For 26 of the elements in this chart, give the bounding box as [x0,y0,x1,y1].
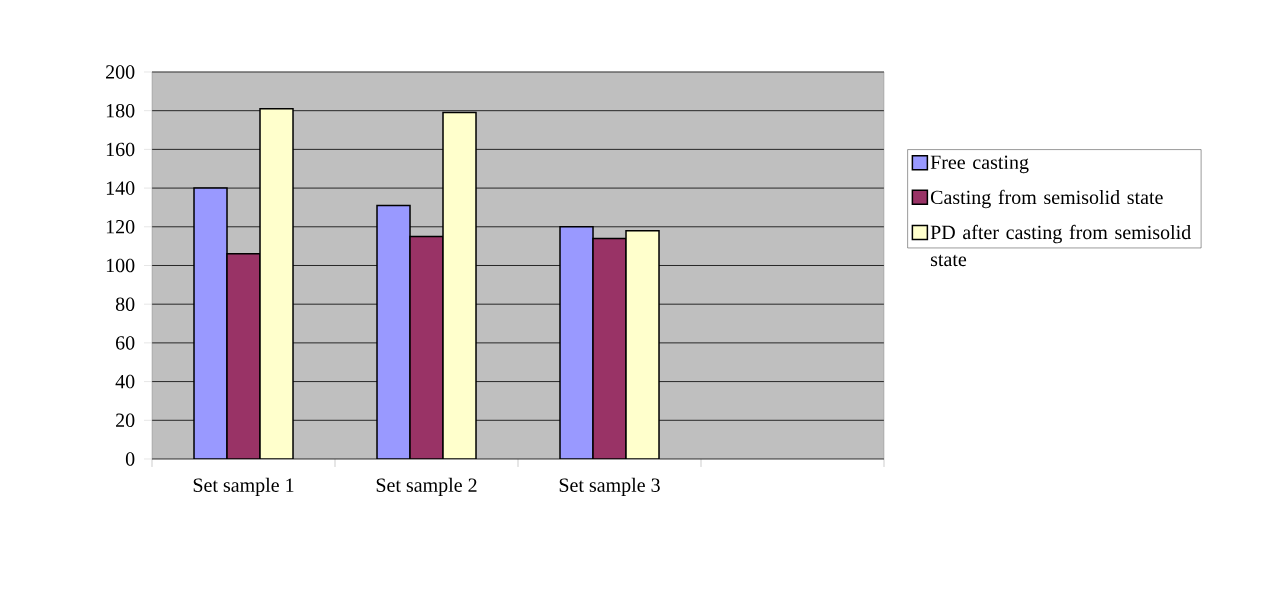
legend-label: Free casting [930,155,1029,174]
y-tick-label: 200 [106,65,135,79]
y-tick-label: 20 [116,413,135,428]
y-tick-label: 60 [116,336,135,350]
y-tick-label: 140 [106,181,135,195]
y-tick-label: 100 [106,258,135,273]
bar [409,235,444,459]
y-tick-label: 80 [115,297,135,311]
x-tick-label: Set sample 2 [376,477,477,496]
x-tick-label: Set sample 1 [193,477,294,496]
y-tick-label: 0 [125,452,135,466]
y-tick-label: 180 [106,103,135,118]
bar [376,204,411,459]
bar [193,187,228,459]
y-tick-label: 120 [106,220,135,234]
bar [226,253,261,459]
bar [259,108,294,459]
x-tick-label: Set sample 3 [559,477,660,496]
bar [559,226,594,459]
bar [625,229,660,459]
bar [592,237,627,459]
y-tick-label: 40 [115,374,135,389]
y-tick-label: 160 [106,142,135,157]
legend-label: Casting from semisolid state [930,189,1163,209]
bar [442,111,477,459]
legend-label: PD after casting from semisolid state [930,224,1191,267]
